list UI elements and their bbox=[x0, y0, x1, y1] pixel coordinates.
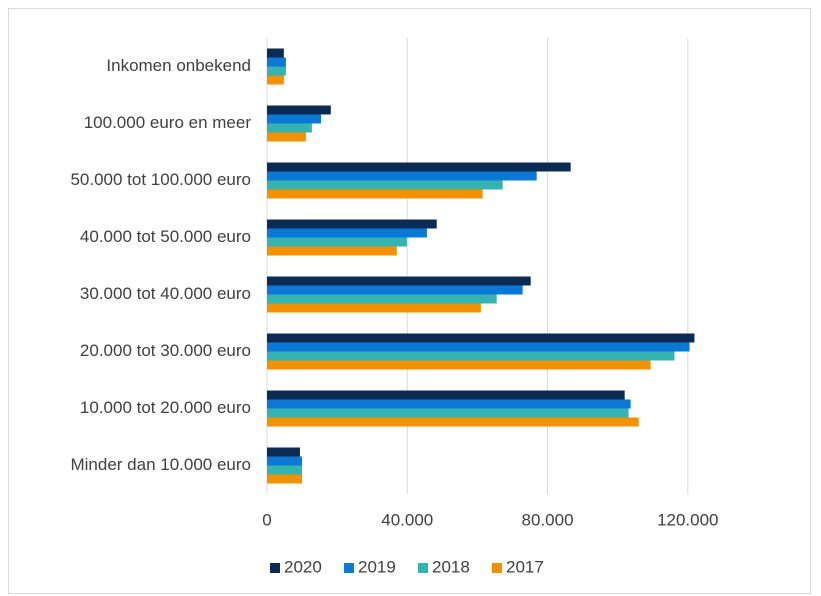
y-tick-label: 50.000 tot 100.000 euro bbox=[70, 170, 251, 189]
y-tick-label: 30.000 tot 40.000 euro bbox=[80, 284, 251, 303]
bar bbox=[267, 276, 531, 286]
legend-swatch bbox=[418, 563, 428, 573]
bar bbox=[267, 123, 312, 133]
x-tick-label: 120.000 bbox=[657, 510, 718, 529]
bar bbox=[267, 114, 322, 124]
bar bbox=[267, 105, 331, 115]
legend-label: 2020 bbox=[284, 557, 322, 576]
bar bbox=[267, 342, 690, 352]
y-tick-label: Inkomen onbekend bbox=[106, 56, 251, 75]
legend-label: 2017 bbox=[506, 557, 544, 576]
bar bbox=[267, 75, 284, 85]
bar bbox=[267, 246, 397, 256]
bar bbox=[267, 285, 523, 295]
legend-label: 2018 bbox=[432, 557, 470, 576]
bar bbox=[267, 162, 571, 172]
bar bbox=[267, 228, 427, 238]
bar bbox=[267, 399, 631, 409]
x-tick-label: 0 bbox=[262, 510, 271, 529]
bar bbox=[267, 303, 481, 313]
bar bbox=[267, 237, 407, 247]
bar bbox=[267, 171, 537, 181]
x-tick-label: 80.000 bbox=[522, 510, 574, 529]
bar bbox=[267, 447, 300, 457]
bar bbox=[267, 351, 675, 361]
legend-label: 2019 bbox=[358, 557, 396, 576]
bar bbox=[267, 456, 303, 466]
y-tick-label: 100.000 euro en meer bbox=[84, 113, 252, 132]
bar bbox=[267, 333, 695, 343]
bar bbox=[267, 360, 651, 370]
legend-swatch bbox=[270, 563, 280, 573]
y-tick-label: Minder dan 10.000 euro bbox=[70, 455, 251, 474]
bar bbox=[267, 48, 284, 58]
bar bbox=[267, 219, 437, 229]
bar bbox=[267, 66, 286, 76]
bar bbox=[267, 180, 503, 190]
bar bbox=[267, 189, 483, 199]
bar bbox=[267, 132, 306, 142]
bar bbox=[267, 294, 497, 304]
bar bbox=[267, 408, 629, 418]
legend-swatch bbox=[344, 563, 354, 573]
x-tick-label: 40.000 bbox=[381, 510, 433, 529]
bar bbox=[267, 390, 625, 400]
y-tick-label: 40.000 tot 50.000 euro bbox=[80, 227, 251, 246]
y-tick-label: 20.000 tot 30.000 euro bbox=[80, 341, 251, 360]
bar bbox=[267, 474, 303, 484]
bar bbox=[267, 57, 286, 67]
bar bbox=[267, 417, 639, 427]
y-tick-label: 10.000 tot 20.000 euro bbox=[80, 398, 251, 417]
legend-swatch bbox=[492, 563, 502, 573]
bar bbox=[267, 465, 303, 475]
